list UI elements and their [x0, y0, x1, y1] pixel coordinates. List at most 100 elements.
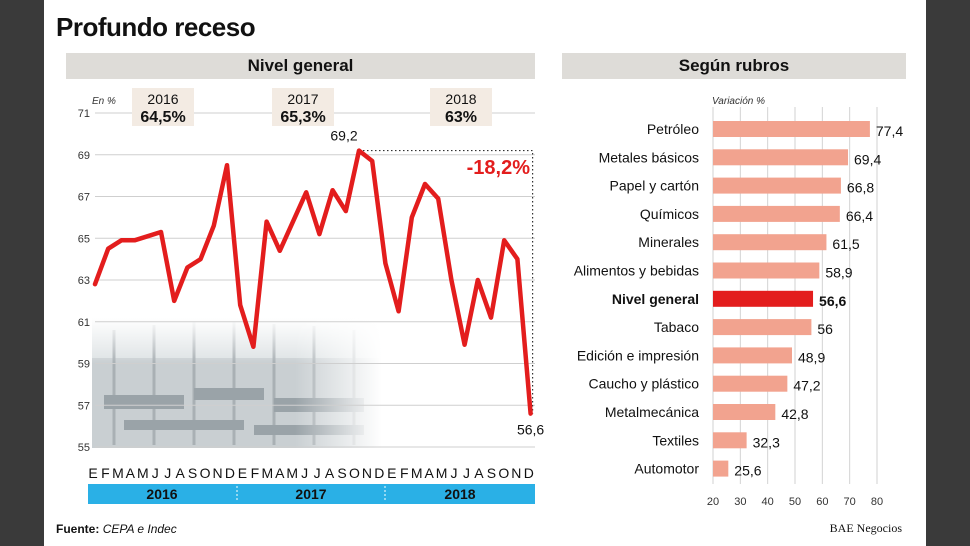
x-tick-label: 60 — [816, 496, 828, 508]
y-tick-label: 59 — [78, 359, 90, 371]
unit-label: Variación % — [712, 96, 765, 107]
x-tick-label: 20 — [707, 496, 719, 508]
category-label: Caucho y plástico — [588, 376, 699, 392]
bar — [713, 290, 814, 307]
y-tick-label: 61 — [78, 317, 90, 329]
category-label: Automotor — [634, 461, 699, 477]
month-label: S — [188, 465, 197, 481]
bar — [713, 432, 747, 449]
month-label: E — [387, 465, 396, 481]
category-label: Papel y cartón — [610, 178, 700, 194]
year-band — [88, 484, 535, 504]
month-label: M — [411, 465, 423, 481]
category-label: Textiles — [652, 432, 699, 448]
y-tick-label: 65 — [78, 233, 90, 245]
month-label: F — [400, 465, 409, 481]
month-label: O — [349, 465, 360, 481]
x-tick-label: 40 — [762, 496, 774, 508]
bar — [713, 177, 841, 194]
year-average-box — [132, 88, 194, 126]
year-label: 2018 — [444, 486, 475, 502]
month-label: J — [164, 465, 171, 481]
category-label: Petróleo — [647, 121, 699, 137]
x-tick-label: 80 — [871, 496, 883, 508]
year-average-value: 64,5% — [140, 109, 185, 126]
source-note: Fuente: CEPA e Indec — [56, 522, 177, 536]
month-label: A — [175, 465, 185, 481]
year-average-year: 2018 — [445, 91, 476, 107]
value-label: 56,6 — [819, 293, 846, 309]
value-label: 61,5 — [832, 236, 859, 252]
value-label: 47,2 — [793, 378, 820, 394]
change-label: -18,2% — [467, 157, 531, 179]
bar — [713, 205, 840, 222]
month-label: F — [101, 465, 110, 481]
month-label: M — [261, 465, 273, 481]
month-label: N — [362, 465, 372, 481]
end-value-label: 56,6 — [517, 422, 544, 438]
month-label: E — [238, 465, 247, 481]
y-tick-label: 67 — [78, 192, 90, 204]
source-label: Fuente: — [56, 522, 100, 536]
peak-label: 69,2 — [330, 128, 357, 144]
month-label: J — [152, 465, 159, 481]
category-label: Edición e impresión — [577, 347, 699, 363]
month-label: J — [451, 465, 458, 481]
month-label: A — [325, 465, 335, 481]
month-label: A — [126, 465, 136, 481]
value-label: 56 — [817, 321, 833, 337]
value-label: 42,8 — [781, 406, 808, 422]
right-panel-header: Según rubros — [562, 53, 906, 79]
value-label: 69,4 — [854, 151, 881, 167]
month-label: J — [301, 465, 308, 481]
x-tick-label: 30 — [734, 496, 746, 508]
year-label: 2017 — [295, 486, 326, 502]
month-label: D — [225, 465, 235, 481]
month-label: N — [212, 465, 222, 481]
year-average-box — [272, 88, 334, 126]
bar — [713, 262, 820, 279]
month-label: D — [374, 465, 384, 481]
value-label: 25,6 — [734, 463, 761, 479]
value-label: 48,9 — [798, 349, 825, 365]
month-label: M — [112, 465, 124, 481]
year-average-box — [430, 88, 492, 126]
bar — [713, 319, 812, 336]
value-label: 66,8 — [847, 180, 874, 196]
factory-photo-backdrop — [92, 318, 382, 448]
year-average-value: 65,3% — [280, 109, 325, 126]
left-panel-header: Nivel general — [66, 53, 535, 79]
category-label: Metalmecánica — [605, 404, 699, 420]
value-label: 77,4 — [876, 123, 903, 139]
month-label: D — [524, 465, 534, 481]
month-label: O — [200, 465, 211, 481]
month-label: F — [251, 465, 260, 481]
month-label: O — [498, 465, 509, 481]
month-label: A — [424, 465, 434, 481]
unit-label: En % — [92, 96, 116, 107]
category-label: Nivel general — [612, 291, 699, 307]
month-label: J — [463, 465, 470, 481]
bar — [713, 404, 776, 420]
category-label: Tabaco — [654, 319, 699, 335]
month-label: S — [337, 465, 346, 481]
bar — [713, 460, 729, 477]
month-label: E — [88, 465, 97, 481]
month-label: A — [275, 465, 285, 481]
bar — [713, 149, 849, 166]
value-label: 58,9 — [825, 265, 852, 281]
rubros-bar-chart: 20 30 40 50 60 70 80 Variación % Petróleo 77,4 Met… — [574, 96, 904, 508]
value-label: 66,4 — [846, 208, 873, 224]
year-average-year: 2016 — [147, 91, 178, 107]
month-label: N — [511, 465, 521, 481]
month-label: A — [474, 465, 484, 481]
month-label: M — [286, 465, 298, 481]
y-tick-label: 55 — [78, 442, 90, 454]
category-label: Alimentos y bebidas — [574, 263, 699, 279]
bar — [713, 121, 870, 137]
year-average-year: 2017 — [287, 91, 318, 107]
y-tick-label: 69 — [78, 150, 90, 162]
change-bracket — [359, 149, 534, 414]
value-label: 32,3 — [753, 434, 780, 450]
